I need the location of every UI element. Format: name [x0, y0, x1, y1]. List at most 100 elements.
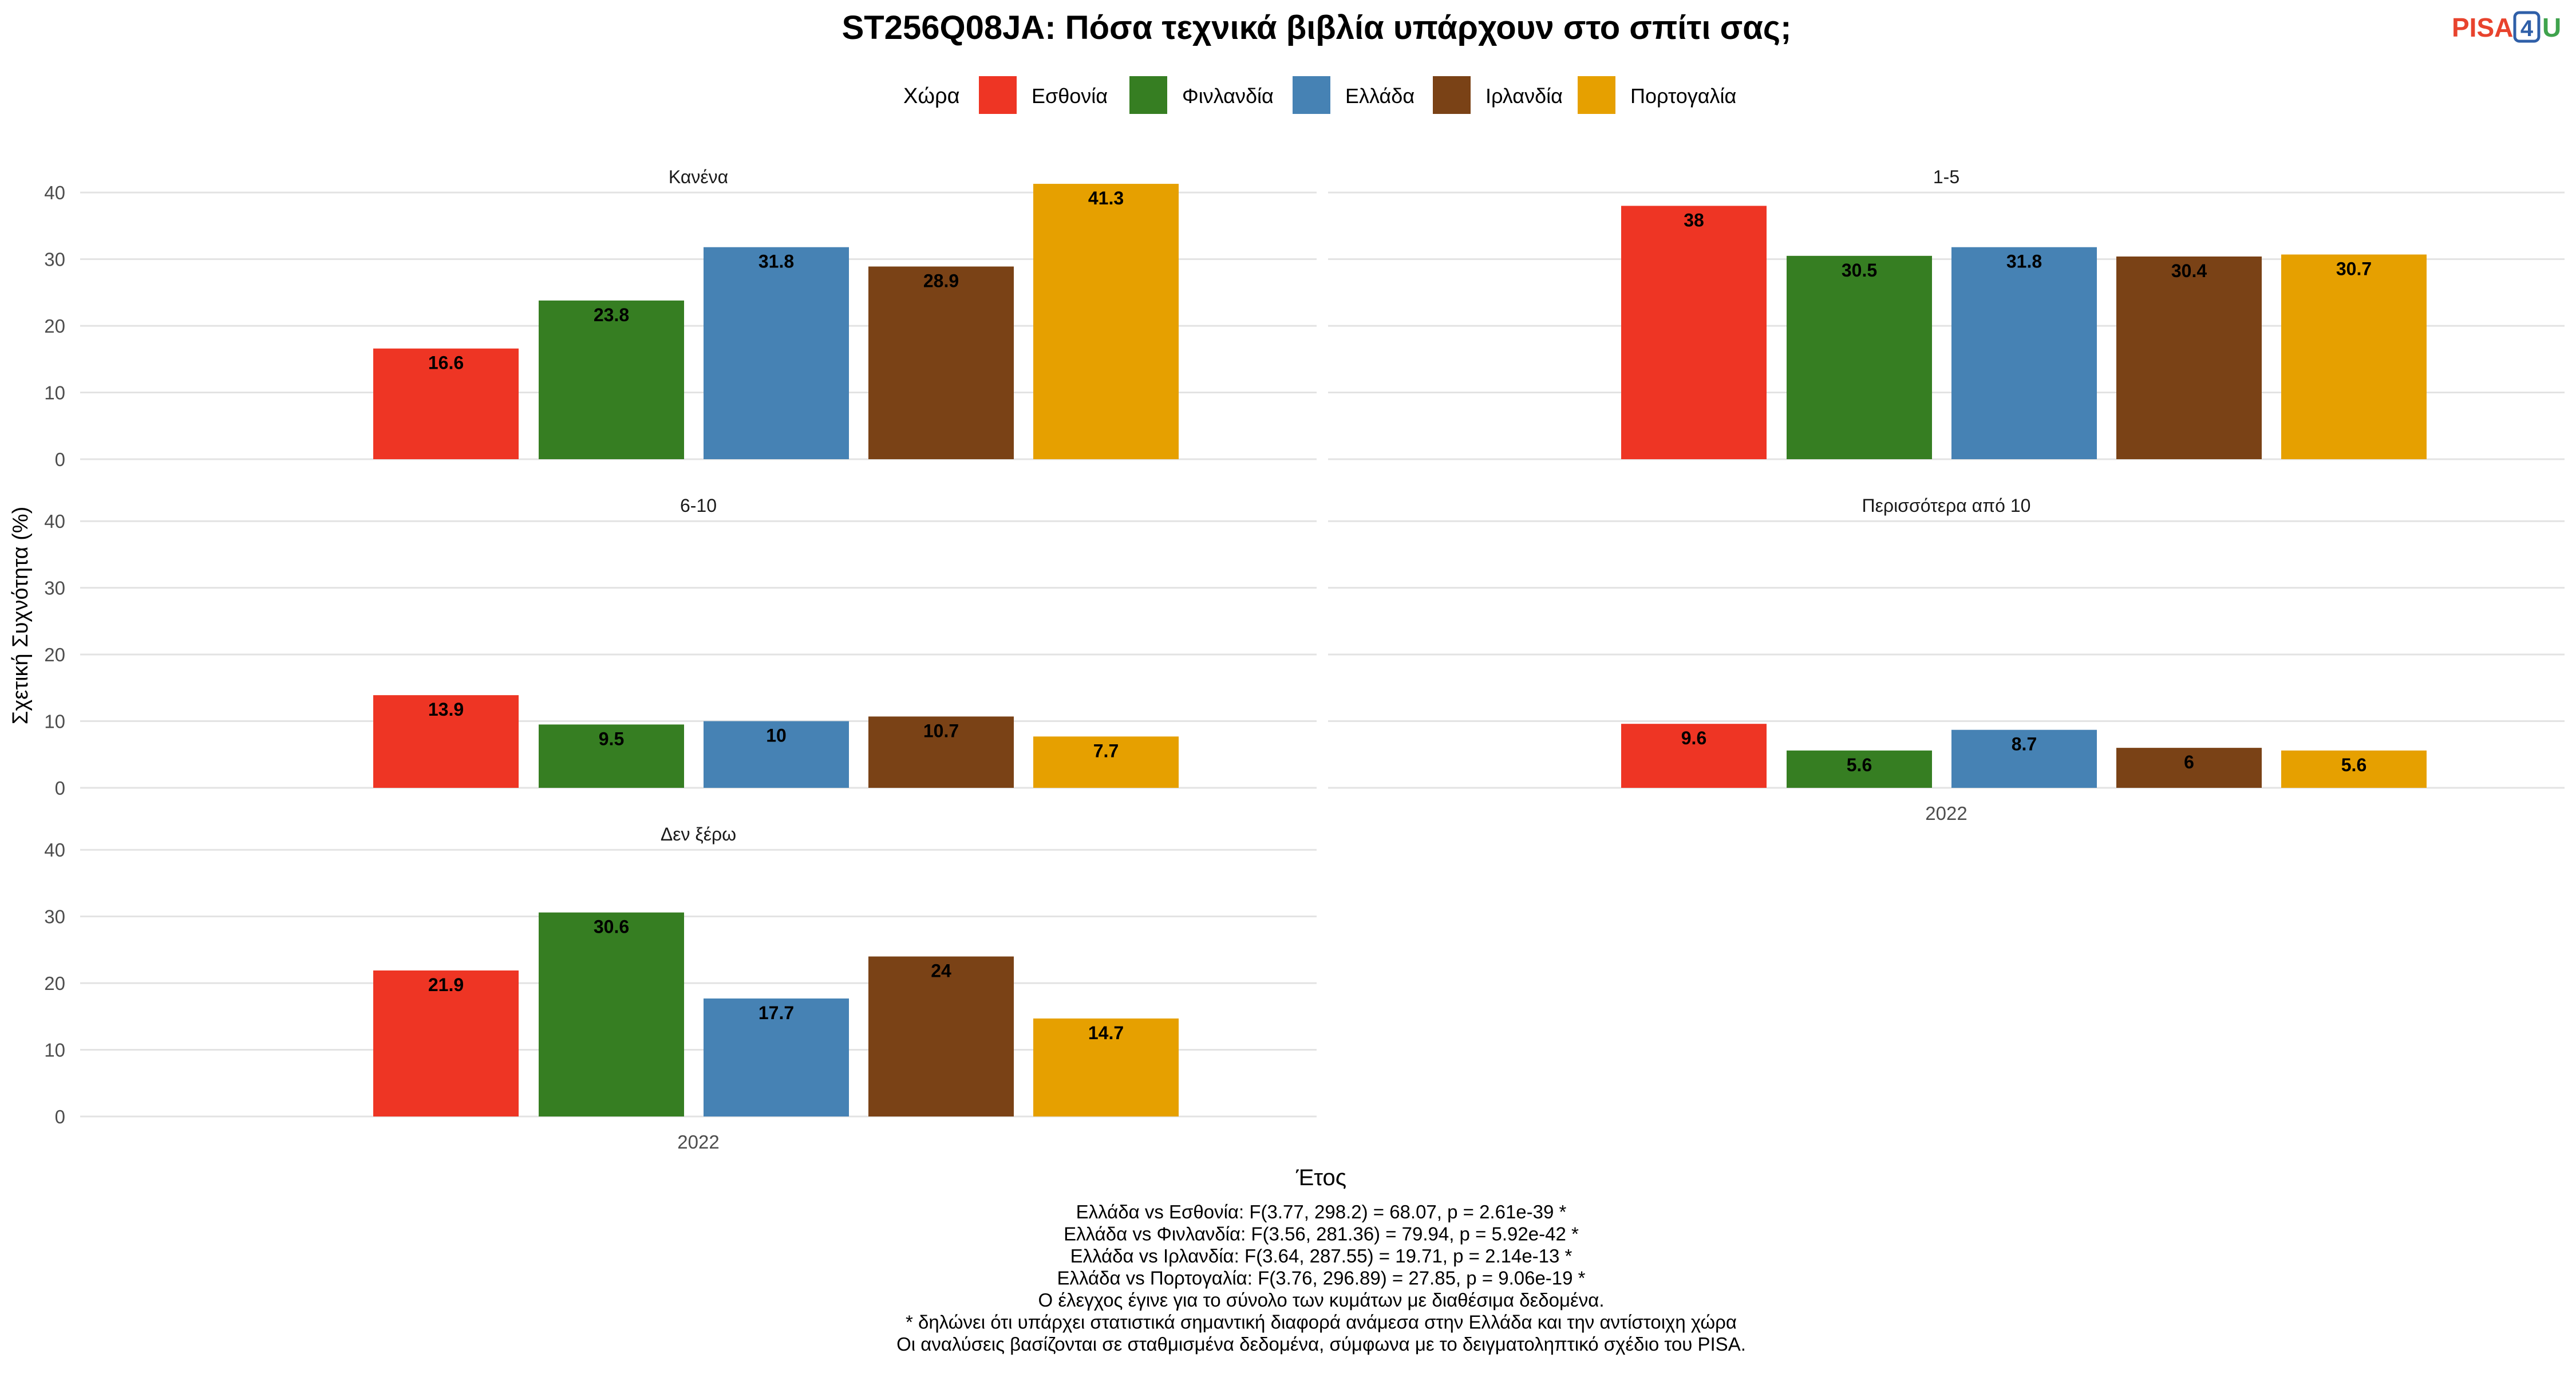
y-tick-label: 10 — [44, 711, 65, 732]
chart-title: ST256Q08JA: Πόσα τεχνικά βιβλία υπάρχουν… — [842, 9, 1792, 46]
legend-swatch — [1293, 76, 1330, 114]
bar — [704, 721, 849, 788]
footnote-line: Οι αναλύσεις βασίζονται σε σταθμισμένα δ… — [896, 1333, 1746, 1355]
footnote-line: Ελλάδα vs Ιρλανδία: F(3.64, 287.55) = 19… — [1070, 1245, 1573, 1266]
y-tick-label: 40 — [44, 182, 65, 203]
logo-4-box — [2513, 11, 2541, 43]
bar-value-label: 21.9 — [428, 974, 464, 995]
panels: Κανένα 0 10 20 30 40 16.6 23.8 31.8 28.9 41.3 1-5 38… — [44, 167, 2565, 1153]
y-tick-label: 30 — [44, 906, 65, 928]
bar-value-label: 5.6 — [1847, 755, 1872, 775]
bar — [2116, 257, 2262, 459]
legend-label: Ιρλανδία — [1485, 84, 1563, 108]
x-tick-label: 2022 — [1925, 803, 1967, 824]
bar — [868, 716, 1014, 788]
legend-label: Ελλάδα — [1345, 84, 1415, 108]
panel-label: 1-5 — [1933, 167, 1959, 187]
bar — [1033, 736, 1179, 788]
bar — [2281, 254, 2427, 459]
bar — [1787, 255, 1932, 459]
bar-value-label: 31.8 — [758, 251, 794, 272]
legend-label: Εσθονία — [1032, 84, 1108, 108]
bar-value-label: 7.7 — [1093, 740, 1119, 761]
bar — [704, 247, 849, 459]
bar-value-label: 31.8 — [2006, 251, 2042, 272]
bar-value-label: 10 — [766, 725, 787, 746]
footnote-line: Ελλάδα vs Εσθονία: F(3.77, 298.2) = 68.0… — [1076, 1201, 1567, 1222]
bar-value-label: 23.8 — [594, 305, 629, 325]
bar-value-label: 10.7 — [923, 720, 959, 741]
bar-value-label: 17.7 — [758, 1003, 794, 1023]
footnote-line: Ελλάδα vs Φινλανδία: F(3.56, 281.36) = 7… — [1064, 1224, 1579, 1245]
legend-swatch — [1129, 76, 1167, 114]
y-tick-label: 10 — [44, 1040, 65, 1061]
y-tick-label: 20 — [44, 973, 65, 994]
y-tick-label: 30 — [44, 249, 65, 270]
bar-value-label: 30.4 — [2171, 261, 2207, 281]
x-axis-title: Έτος — [1295, 1165, 1346, 1190]
bar — [1787, 750, 1932, 788]
bar-value-label: 28.9 — [923, 270, 959, 291]
bar-value-label: 30.7 — [2336, 259, 2372, 279]
bar — [539, 724, 684, 788]
y-tick-label: 20 — [44, 315, 65, 337]
bar — [868, 266, 1014, 459]
panel-label: 6-10 — [680, 495, 717, 516]
footnote-line: * δηλώνει ότι υπάρχει στατιστικά σημαντι… — [906, 1312, 1737, 1333]
legend-title: Χώρα — [903, 84, 960, 108]
legend: Χώρα Εσθονία Φινλανδία Ελλάδα Ιρλανδία Πορτο… — [903, 76, 1736, 114]
y-tick-label: 0 — [55, 1106, 65, 1127]
y-tick-label: 40 — [44, 511, 65, 532]
bar — [373, 348, 519, 459]
bar-value-label: 24 — [931, 961, 951, 981]
pisa4u-logo: PISA 4 U — [2452, 11, 2561, 43]
panel-label: Δεν ξέρω — [661, 824, 736, 845]
y-axis-title: Σχετική Συχνότητα (%) — [9, 507, 33, 725]
panel: Δεν ξέρω 0 10 20 30 40 21.9 30.6 17.7 24 14.7 2022 — [44, 824, 1317, 1153]
bar-value-label: 14.7 — [1088, 1023, 1124, 1043]
bar-value-label: 9.6 — [1681, 728, 1706, 748]
bar — [1621, 206, 1767, 459]
bar — [1033, 1018, 1179, 1116]
bar-value-label: 6 — [2184, 752, 2194, 772]
y-tick-label: 0 — [55, 778, 65, 799]
footnote-line: Ο έλεγχος έγινε για το σύνολο των κυμάτω… — [1038, 1289, 1605, 1311]
bar — [1033, 184, 1179, 459]
bar — [539, 912, 684, 1116]
x-tick-label: 2022 — [677, 1131, 719, 1153]
panel-label: Περισσότερα από 10 — [1862, 495, 2031, 516]
panel: 6-10 0 10 20 30 40 13.9 9.5 10 10.7 7.7 — [44, 495, 1317, 799]
logo-pisa-text: PISA — [2452, 13, 2513, 42]
panel: 1-5 38 30.5 31.8 30.4 30.7 — [1328, 167, 2565, 460]
bar-value-label: 9.5 — [599, 728, 624, 749]
y-tick-label: 40 — [44, 839, 65, 861]
bar — [1621, 724, 1767, 788]
y-tick-label: 0 — [55, 449, 65, 470]
bar-value-label: 38 — [1684, 210, 1704, 231]
y-tick-label: 30 — [44, 578, 65, 599]
bar — [2281, 750, 2427, 788]
bar — [539, 300, 684, 459]
bar — [373, 970, 519, 1116]
bar-value-label: 5.6 — [2341, 755, 2366, 775]
legend-swatch — [1578, 76, 1615, 114]
legend-label: Πορτογαλία — [1630, 84, 1736, 108]
bar — [704, 998, 849, 1116]
bar-value-label: 41.3 — [1088, 188, 1124, 208]
legend-swatch — [979, 76, 1017, 114]
logo-4-text: 4 — [2520, 16, 2534, 41]
bar — [2116, 748, 2262, 788]
panel: Περισσότερα από 10 9.6 5.6 8.7 6 5.6 2022 — [1328, 495, 2565, 824]
bar — [1951, 247, 2097, 459]
y-tick-label: 10 — [44, 382, 65, 404]
bar-value-label: 30.6 — [594, 917, 629, 937]
footnote-line: Ελλάδα vs Πορτογαλία: F(3.76, 296.89) = … — [1057, 1268, 1585, 1289]
y-tick-label: 20 — [44, 644, 65, 665]
bar-value-label: 8.7 — [2012, 734, 2037, 755]
panel: Κανένα 0 10 20 30 40 16.6 23.8 31.8 28.9 41.3 — [44, 167, 1317, 470]
bar-value-label: 13.9 — [428, 699, 464, 720]
bar-value-label: 16.6 — [428, 353, 464, 373]
legend-swatch — [1433, 76, 1471, 114]
